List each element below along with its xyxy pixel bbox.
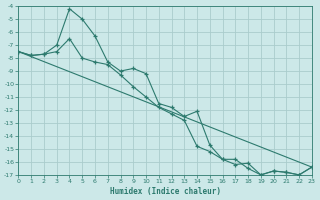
X-axis label: Humidex (Indice chaleur): Humidex (Indice chaleur) bbox=[110, 187, 221, 196]
